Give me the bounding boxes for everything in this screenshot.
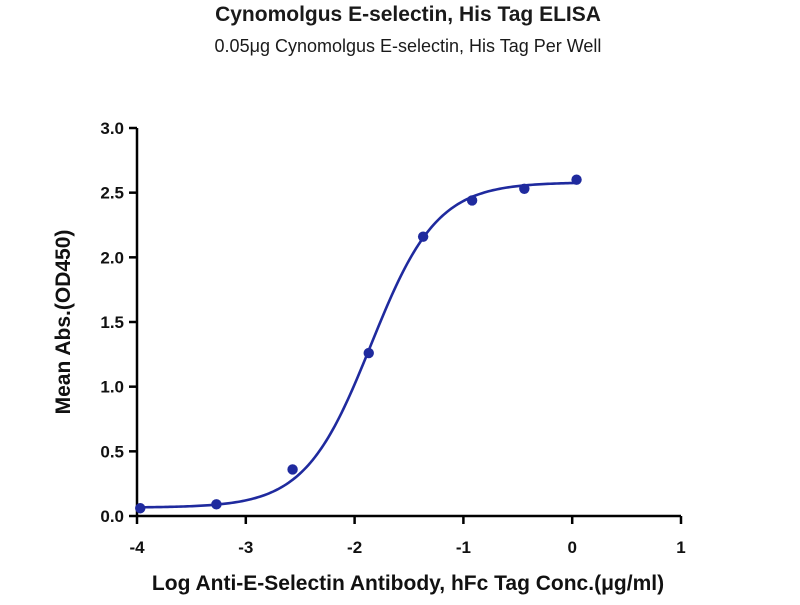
data-point	[287, 464, 298, 475]
data-point	[211, 499, 222, 510]
y-tick-label: 1.0	[100, 378, 124, 397]
y-axis-label: Mean Abs.(OD450)	[52, 230, 75, 415]
data-point	[519, 183, 530, 194]
fit-curve	[136, 181, 577, 509]
x-tick-label: -4	[129, 538, 145, 557]
x-tick-label: -1	[456, 538, 471, 557]
data-point	[135, 503, 146, 514]
x-tick-label: 1	[676, 538, 685, 557]
y-tick-label: 2.0	[100, 248, 124, 267]
plot-area: 0.0 0.5 1.0 1.5 2.0 2.5 3.0 -4 -3 -2 -1 0 1	[100, 119, 685, 557]
data-point	[571, 174, 582, 185]
x-tick-label: -3	[238, 538, 253, 557]
chart-title: Cynomolgus E-selectin, His Tag ELISA	[215, 3, 601, 26]
data-point	[417, 231, 429, 242]
y-tick-label: 1.5	[100, 313, 124, 332]
y-tick-label: 0.0	[100, 507, 124, 526]
x-tick-label: -2	[347, 538, 362, 557]
y-tick-label: 0.5	[100, 442, 124, 461]
y-tick-label: 2.5	[100, 184, 124, 203]
x-axis-label: Log Anti-E-Selectin Antibody, hFc Tag Co…	[152, 572, 664, 595]
chart-subtitle: 0.05μg Cynomolgus E-selectin, His Tag Pe…	[215, 36, 602, 56]
data-point	[363, 347, 374, 359]
data-point	[466, 195, 478, 206]
y-tick-label: 3.0	[100, 119, 124, 138]
x-tick-label: 0	[567, 538, 576, 557]
